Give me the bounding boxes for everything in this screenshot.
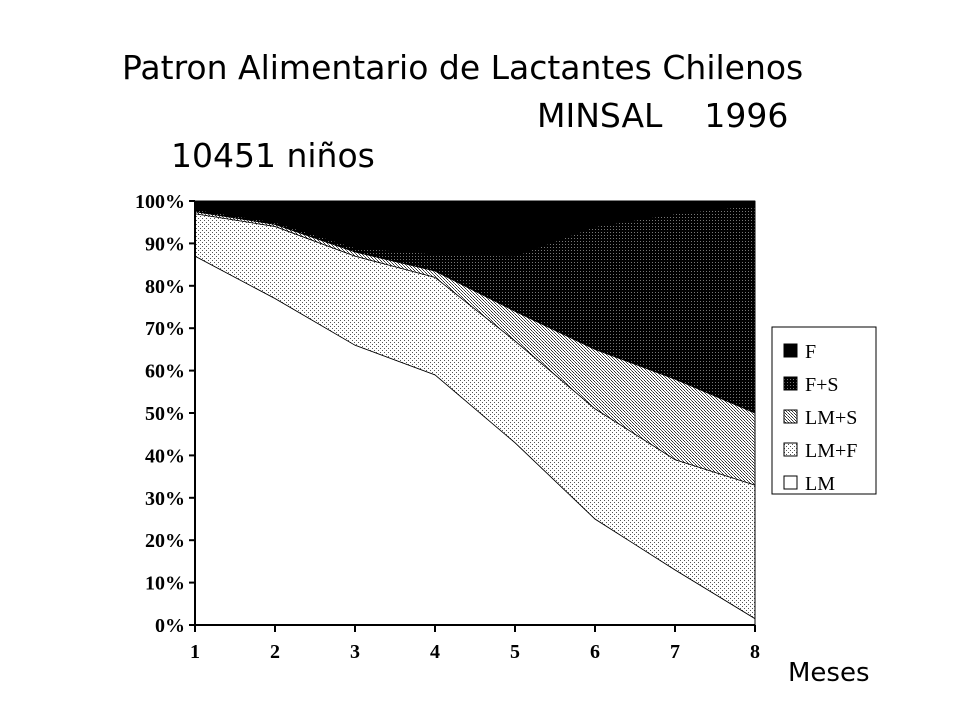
x-tick-label: 2 [270, 641, 280, 663]
y-tick-label: 0% [155, 615, 185, 637]
x-tick-label: 7 [670, 641, 680, 663]
legend-label-f-plus-s: F+S [805, 374, 839, 396]
legend-label-lm: LM [805, 473, 835, 495]
y-tick-label: 60% [145, 361, 185, 383]
area-series-group [194, 200, 756, 626]
x-tick-label: 1 [190, 641, 200, 663]
x-axis-label: Meses [788, 658, 870, 688]
x-tick-label: 8 [750, 641, 760, 663]
legend-swatch-lm-plus-f [783, 442, 798, 457]
legend-swatch-lm-plus-s [783, 409, 798, 424]
legend-label-lm-plus-s: LM+S [805, 407, 857, 429]
chart-subtitle-count: 10451 niños [170, 136, 375, 175]
x-tick-label: 6 [590, 641, 600, 663]
chart-title-line-1: Patron Alimentario de Lactantes Chilenos [122, 48, 804, 87]
legend-label-lm-plus-f: LM+F [805, 440, 857, 462]
y-tick-label: 80% [145, 276, 185, 298]
y-tick-label: 70% [145, 318, 185, 340]
legend-swatch-f-plus-s [783, 376, 798, 391]
y-tick-label: 50% [145, 403, 185, 425]
chart-subtitle-source: MINSAL 1996 [537, 96, 789, 135]
x-tick-label: 3 [350, 641, 360, 663]
legend-label-f: F [805, 341, 816, 363]
axes-group: 0% 10% 20% 30% 40% 50% 60% 70% 80% 90% 100% 1 2 3 4 5 6 7… [135, 191, 760, 663]
y-tick-label: 100% [135, 191, 185, 213]
legend-swatch-lm [783, 475, 798, 490]
x-tick-label: 5 [510, 641, 520, 663]
legend-swatch-f [783, 343, 798, 358]
y-tick-label: 40% [145, 445, 185, 467]
chart-title-line-2: 10451 niños MINSAL 1996 [150, 96, 788, 216]
legend: F F+S LM+S LM+F LM [771, 326, 877, 495]
y-tick-label: 90% [145, 233, 185, 255]
y-tick-label: 20% [145, 530, 185, 552]
x-tick-label: 4 [430, 641, 440, 663]
y-tick-label: 30% [145, 488, 185, 510]
y-tick-label: 10% [145, 573, 185, 595]
